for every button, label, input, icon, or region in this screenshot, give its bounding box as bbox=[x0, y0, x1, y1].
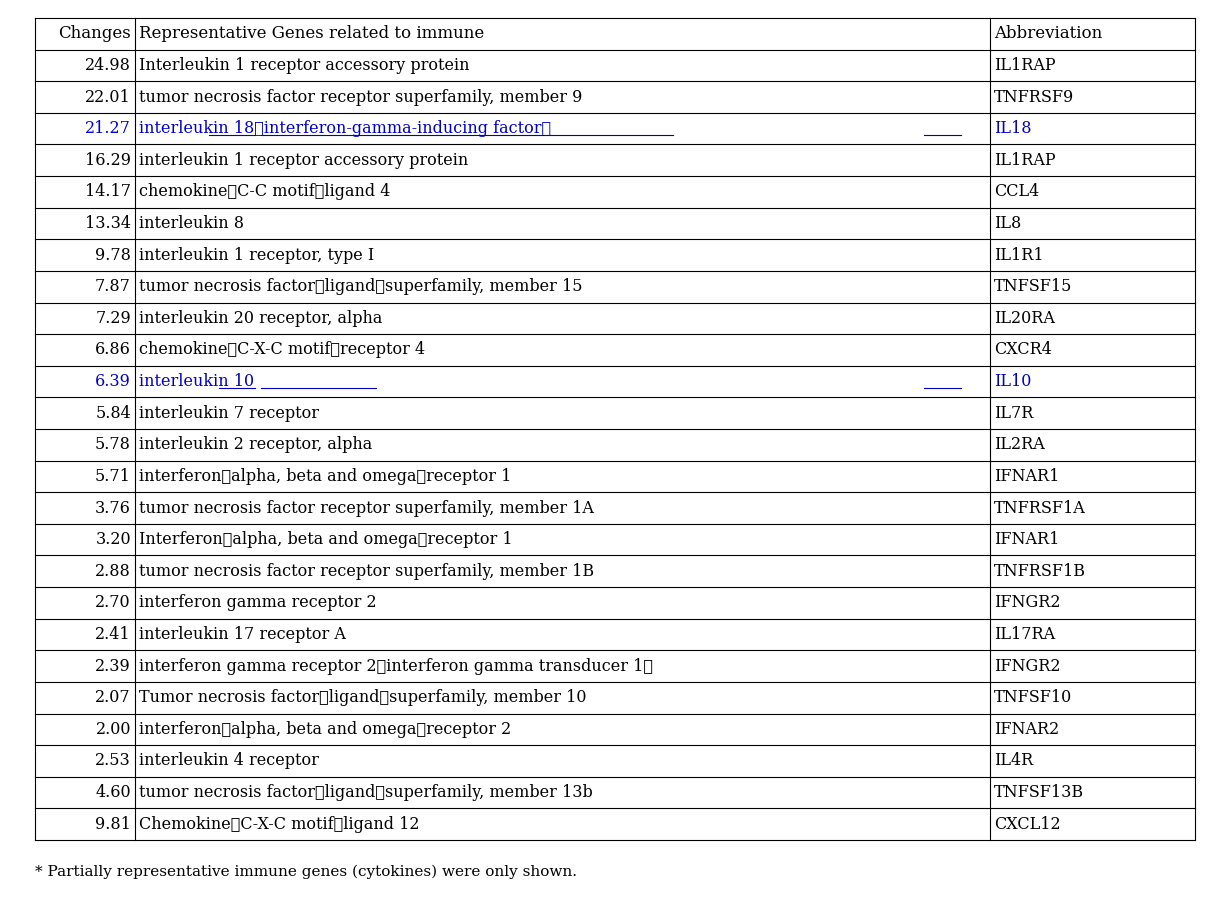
Text: 21.27: 21.27 bbox=[85, 120, 131, 138]
Text: IFNAR2: IFNAR2 bbox=[994, 721, 1059, 738]
Text: IFNGR2: IFNGR2 bbox=[994, 658, 1060, 675]
Text: Interferon（alpha, beta and omega）receptor 1: Interferon（alpha, beta and omega）recepto… bbox=[139, 531, 512, 548]
Text: interferon（alpha, beta and omega）receptor 1: interferon（alpha, beta and omega）recepto… bbox=[139, 468, 511, 485]
Text: 6.86: 6.86 bbox=[96, 342, 131, 358]
Text: tumor necrosis factor（ligand）superfamily, member 15: tumor necrosis factor（ligand）superfamily… bbox=[139, 278, 582, 295]
Text: 6.39: 6.39 bbox=[96, 374, 131, 390]
Text: IL1RAP: IL1RAP bbox=[994, 152, 1056, 169]
Text: 14.17: 14.17 bbox=[85, 183, 131, 200]
Text: Changes: Changes bbox=[59, 26, 131, 42]
Text: 2.39: 2.39 bbox=[96, 658, 131, 675]
Text: 4.60: 4.60 bbox=[96, 784, 131, 801]
Text: IL18: IL18 bbox=[994, 120, 1031, 138]
Text: interleukin 1 receptor accessory protein: interleukin 1 receptor accessory protein bbox=[139, 152, 468, 169]
Text: 2.07: 2.07 bbox=[96, 690, 131, 706]
Text: 5.78: 5.78 bbox=[96, 436, 131, 454]
Text: CCL4: CCL4 bbox=[994, 183, 1040, 200]
Text: tumor necrosis factor receptor superfamily, member 1B: tumor necrosis factor receptor superfami… bbox=[139, 563, 595, 579]
Text: tumor necrosis factor receptor superfamily, member 9: tumor necrosis factor receptor superfami… bbox=[139, 88, 582, 106]
Text: interleukin 17 receptor A: interleukin 17 receptor A bbox=[139, 626, 346, 643]
Text: TNFRSF9: TNFRSF9 bbox=[994, 88, 1074, 106]
Text: interleukin 10: interleukin 10 bbox=[139, 374, 254, 390]
Text: Chemokine（C-X-C motif）ligand 12: Chemokine（C-X-C motif）ligand 12 bbox=[139, 815, 419, 833]
Text: tumor necrosis factor receptor superfamily, member 1A: tumor necrosis factor receptor superfami… bbox=[139, 499, 593, 517]
Text: Abbreviation: Abbreviation bbox=[994, 26, 1102, 42]
Text: tumor necrosis factor（ligand）superfamily, member 13b: tumor necrosis factor（ligand）superfamily… bbox=[139, 784, 592, 801]
Text: interleukin 20 receptor, alpha: interleukin 20 receptor, alpha bbox=[139, 310, 383, 327]
Text: interleukin 4 receptor: interleukin 4 receptor bbox=[139, 752, 319, 770]
Text: Interleukin 1 receptor accessory protein: Interleukin 1 receptor accessory protein bbox=[139, 56, 470, 74]
Text: TNFRSF1A: TNFRSF1A bbox=[994, 499, 1086, 517]
Text: chemokine（C-X-C motif）receptor 4: chemokine（C-X-C motif）receptor 4 bbox=[139, 342, 425, 358]
Text: TNFSF10: TNFSF10 bbox=[994, 690, 1073, 706]
Text: 2.53: 2.53 bbox=[96, 752, 131, 770]
Text: * Partially representative immune genes (cytokines) were only shown.: * Partially representative immune genes … bbox=[36, 865, 577, 879]
Text: interleukin 2 receptor, alpha: interleukin 2 receptor, alpha bbox=[139, 436, 373, 454]
Text: 2.70: 2.70 bbox=[96, 594, 131, 611]
Text: TNFSF15: TNFSF15 bbox=[994, 278, 1073, 295]
Text: Tumor necrosis factor（ligand）superfamily, member 10: Tumor necrosis factor（ligand）superfamily… bbox=[139, 690, 586, 706]
Text: 13.34: 13.34 bbox=[85, 215, 131, 232]
Text: 3.20: 3.20 bbox=[96, 531, 131, 548]
Text: chemokine（C-C motif）ligand 4: chemokine（C-C motif）ligand 4 bbox=[139, 183, 390, 200]
Text: 22.01: 22.01 bbox=[86, 88, 131, 106]
Text: 2.41: 2.41 bbox=[96, 626, 131, 643]
Text: TNFRSF1B: TNFRSF1B bbox=[994, 563, 1086, 579]
Text: interleukin 7 receptor: interleukin 7 receptor bbox=[139, 404, 319, 422]
Text: CXCR4: CXCR4 bbox=[994, 342, 1052, 358]
Text: interleukin 18（interferon-gamma-inducing factor）: interleukin 18（interferon-gamma-inducing… bbox=[139, 120, 552, 138]
Text: IL17RA: IL17RA bbox=[994, 626, 1056, 643]
Text: 2.88: 2.88 bbox=[96, 563, 131, 579]
Text: 16.29: 16.29 bbox=[85, 152, 131, 169]
Text: 7.87: 7.87 bbox=[96, 278, 131, 295]
Text: 2.00: 2.00 bbox=[96, 721, 131, 738]
Text: interferon（alpha, beta and omega）receptor 2: interferon（alpha, beta and omega）recepto… bbox=[139, 721, 511, 738]
Text: 5.84: 5.84 bbox=[96, 404, 131, 422]
Text: IFNGR2: IFNGR2 bbox=[994, 594, 1060, 611]
Text: interleukin 8: interleukin 8 bbox=[139, 215, 244, 232]
Text: 5.71: 5.71 bbox=[96, 468, 131, 485]
Text: IL10: IL10 bbox=[994, 374, 1031, 390]
Text: interferon gamma receptor 2: interferon gamma receptor 2 bbox=[139, 594, 376, 611]
Text: 3.76: 3.76 bbox=[96, 499, 131, 517]
Text: IL8: IL8 bbox=[994, 215, 1021, 232]
Text: 9.78: 9.78 bbox=[96, 247, 131, 263]
Text: IL1R1: IL1R1 bbox=[994, 247, 1043, 263]
Text: IL7R: IL7R bbox=[994, 404, 1034, 422]
Text: interferon gamma receptor 2（interferon gamma transducer 1）: interferon gamma receptor 2（interferon g… bbox=[139, 658, 653, 675]
Text: IFNAR1: IFNAR1 bbox=[994, 468, 1059, 485]
Text: 24.98: 24.98 bbox=[85, 56, 131, 74]
Text: Representative Genes related to immune: Representative Genes related to immune bbox=[139, 26, 484, 42]
Text: interleukin 1 receptor, type I: interleukin 1 receptor, type I bbox=[139, 247, 374, 263]
Text: CXCL12: CXCL12 bbox=[994, 815, 1060, 833]
Text: IL2RA: IL2RA bbox=[994, 436, 1045, 454]
Text: IL1RAP: IL1RAP bbox=[994, 56, 1056, 74]
Text: 9.81: 9.81 bbox=[96, 815, 131, 833]
Text: IL4R: IL4R bbox=[994, 752, 1034, 770]
Text: IFNAR1: IFNAR1 bbox=[994, 531, 1059, 548]
Text: TNFSF13B: TNFSF13B bbox=[994, 784, 1084, 801]
Text: IL20RA: IL20RA bbox=[994, 310, 1054, 327]
Text: 7.29: 7.29 bbox=[96, 310, 131, 327]
